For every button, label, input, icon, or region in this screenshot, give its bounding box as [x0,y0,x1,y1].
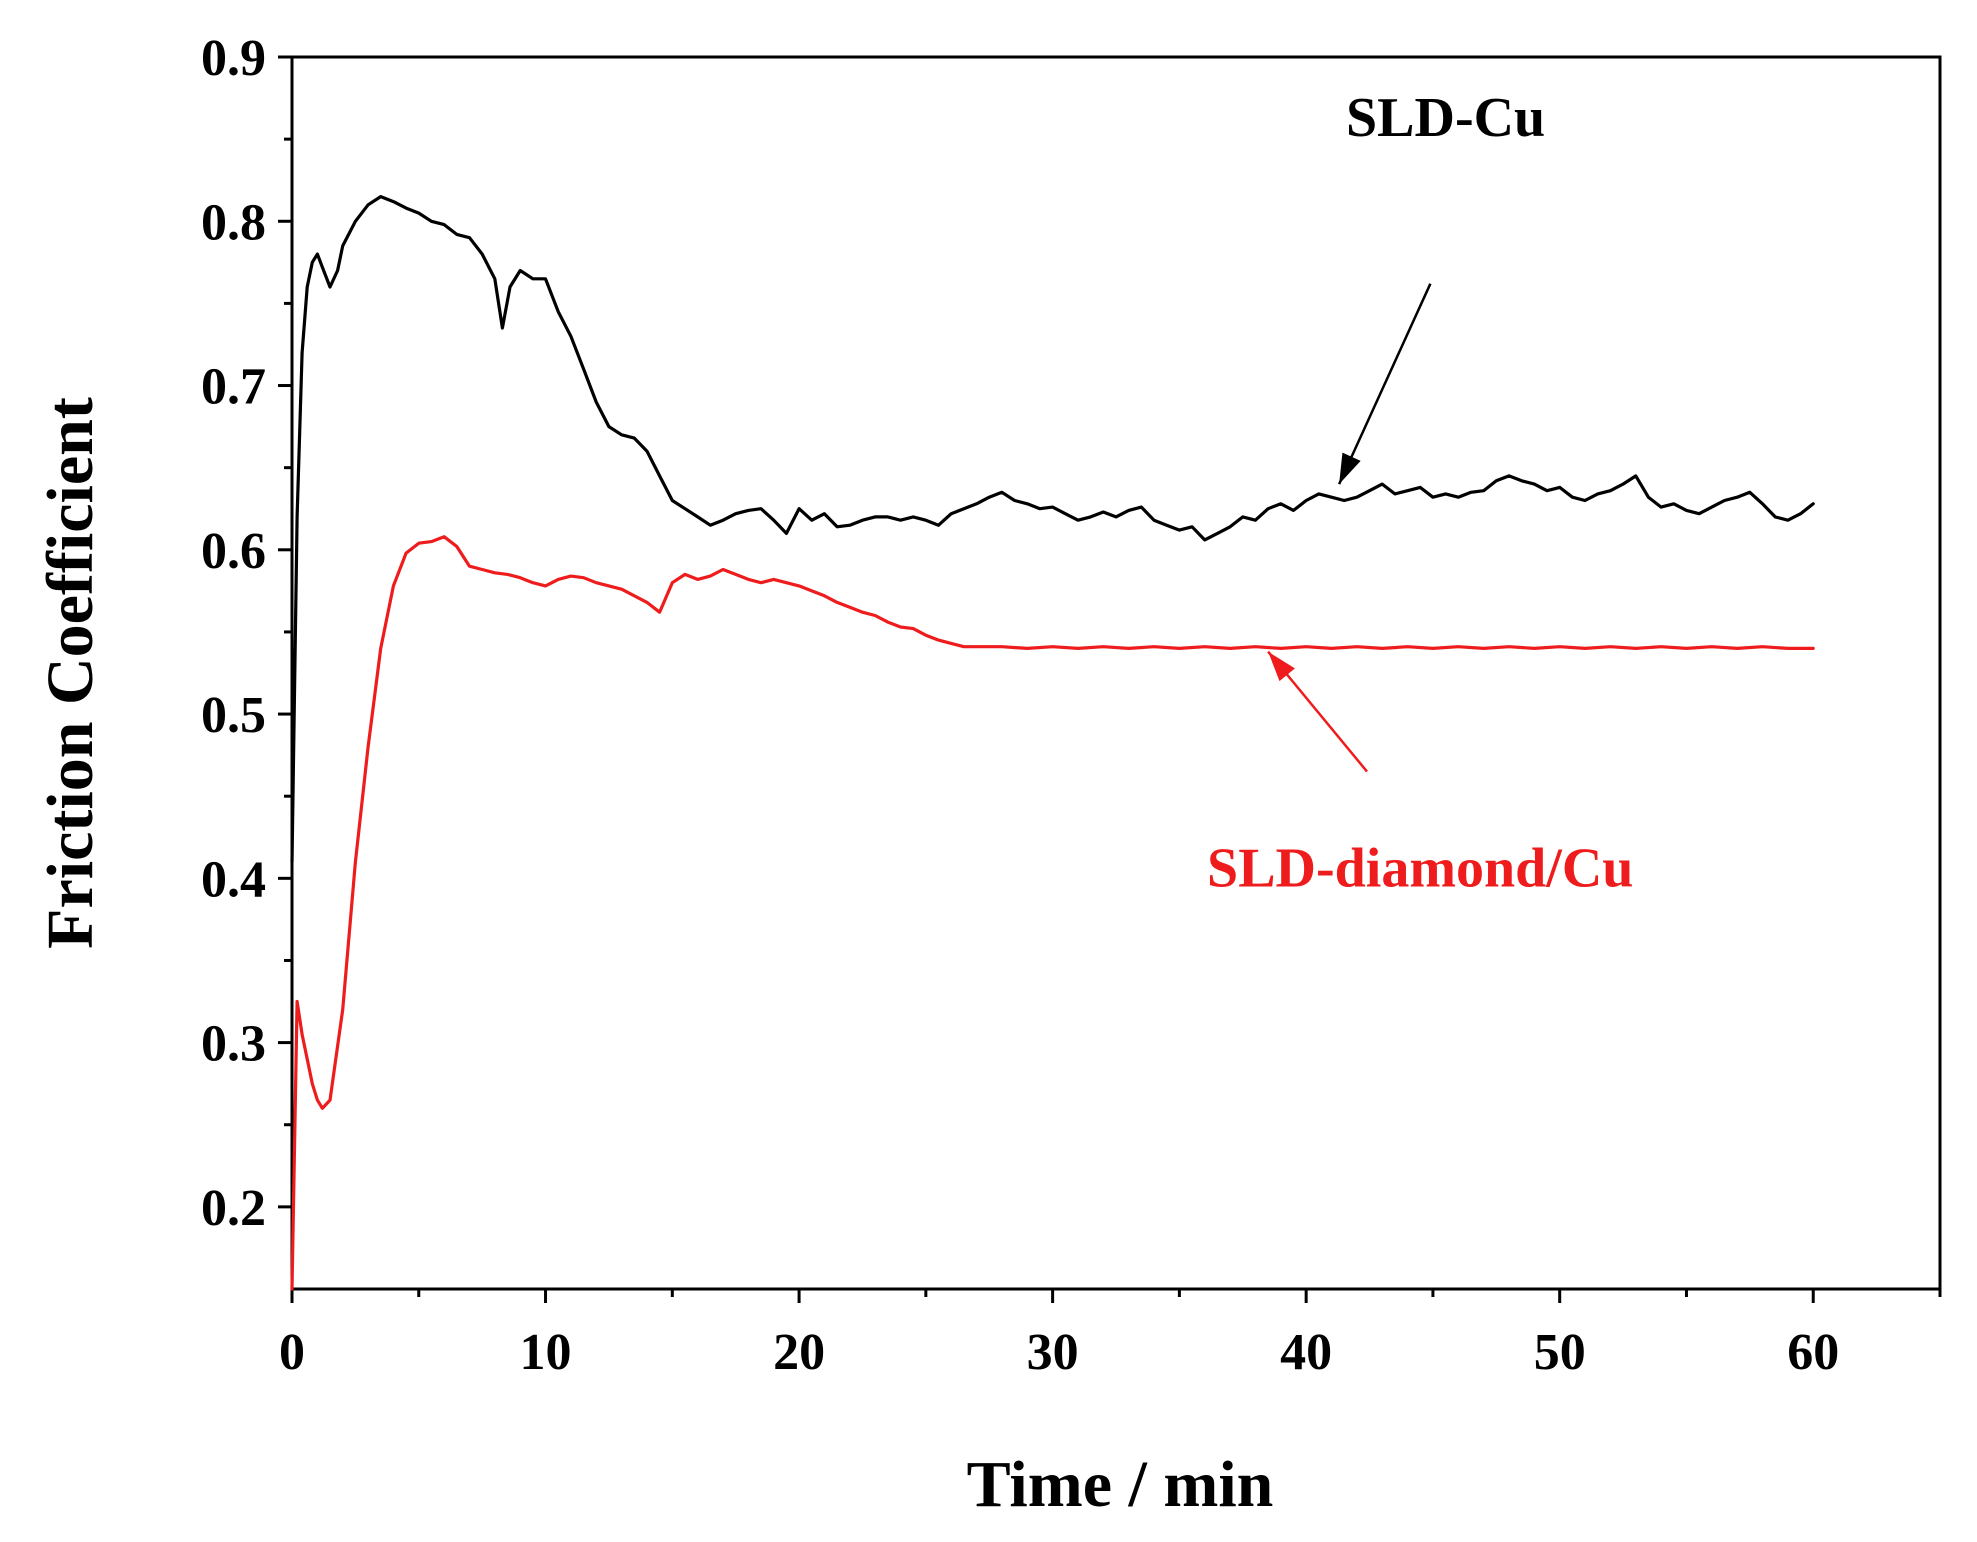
x-tick-label: 10 [520,1324,572,1381]
x-tick-label: 30 [1027,1324,1079,1381]
annotation-label: SLD-diamond/Cu [1207,838,1633,900]
x-axis-title: Time / min [967,1448,1274,1521]
series-layer [290,195,1815,1291]
x-tick-label: 20 [773,1324,825,1381]
y-tick-label: 0.5 [201,687,266,744]
annotation-arrow-head [1268,651,1295,682]
y-axis-title: Friction Coefficient [34,397,107,949]
annotation-arrow-line [1337,283,1432,485]
y-tick-label: 0.2 [201,1180,266,1237]
y-tick-label: 0.9 [201,30,266,87]
annotation-arrow-head [1339,452,1361,485]
y-tick-label: 0.7 [201,359,266,416]
series-line-sld-cu [290,195,1815,864]
y-tick-label: 0.8 [201,194,266,251]
annotations-layer: SLD-Cu SLD-diamond/Cu [1207,87,1633,900]
ticks-layer: 0 10 20 30 40 50 60 0.2 0.3 0.4 0.5 0.6 0.7 0.8 0.9 [201,30,1942,1381]
y-tick-label: 0.6 [201,523,266,580]
x-tick-label: 50 [1534,1324,1586,1381]
x-tick-label: 0 [279,1324,305,1381]
x-tick-label: 40 [1280,1324,1332,1381]
x-tick-label: 60 [1787,1324,1839,1381]
y-tick-label: 0.4 [201,851,266,908]
annotation-label: SLD-Cu [1346,87,1545,149]
series-line-sld-diamond-cu [290,535,1815,1291]
plot-frame [290,55,1942,1291]
y-tick-label: 0.3 [201,1016,266,1073]
